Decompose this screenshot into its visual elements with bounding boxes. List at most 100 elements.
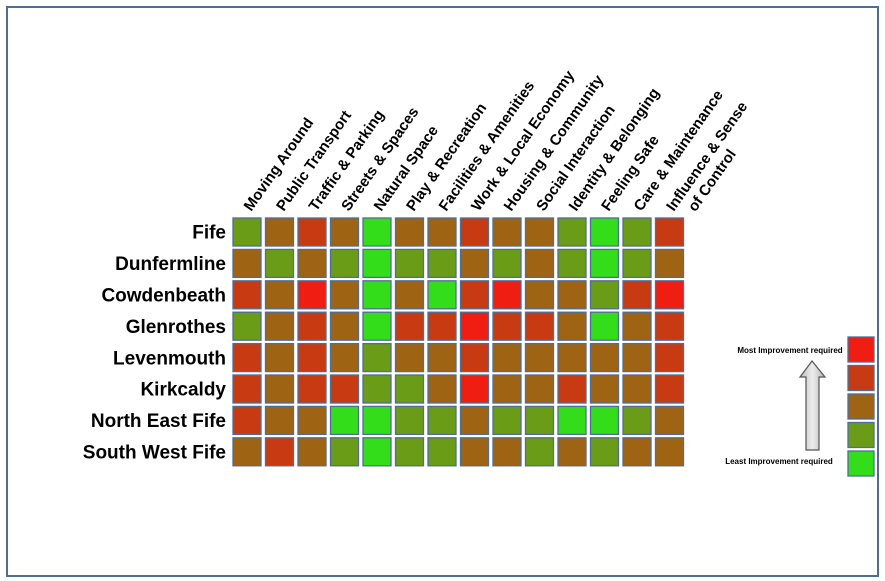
cell-levenmouth-natural-space: [363, 344, 391, 372]
cell-levenmouth-social-interaction: [526, 344, 554, 372]
cell-levenmouth-public-transport: [266, 344, 294, 372]
row-labels: Fife Dunfermline Cowdenbeath Glenrothes Leve…: [83, 223, 227, 464]
cell-cowdenbeath-play-and-recreation: [396, 281, 424, 309]
cell-kirkcaldy-work-and-local-economy: [461, 375, 489, 403]
cell-glenrothes-facilities-and-amenities: [428, 312, 456, 340]
cell-glenrothes-social-interaction: [526, 312, 554, 340]
cell-north-east-fife-natural-space: [363, 406, 391, 434]
cell-kirkcaldy-social-interaction: [526, 375, 554, 403]
cell-fife-social-interaction: [526, 218, 554, 246]
cell-glenrothes-influence-and-sense-of-control: [656, 312, 684, 340]
cell-north-east-fife-traffic-and-parking: [298, 406, 326, 434]
cell-north-east-fife-feeling-safe: [591, 406, 619, 434]
legend-swatches: [848, 337, 874, 476]
legend-swatch-level-4: [848, 366, 874, 391]
cell-cowdenbeath-care-and-maintenance: [623, 281, 651, 309]
cell-levenmouth-feeling-safe: [591, 344, 619, 372]
row-label-fife: Fife: [192, 223, 226, 244]
cell-fife-play-and-recreation: [396, 218, 424, 246]
cell-north-east-fife-care-and-maintenance: [623, 406, 651, 434]
cell-south-west-fife-identity-and-belonging: [558, 438, 586, 466]
cell-dunfermline-natural-space: [363, 249, 391, 277]
cell-cowdenbeath-public-transport: [266, 281, 294, 309]
row-label-levenmouth: Levenmouth: [113, 348, 226, 369]
cell-south-west-fife-natural-space: [363, 438, 391, 466]
cell-cowdenbeath-natural-space: [363, 281, 391, 309]
cell-north-east-fife-work-and-local-economy: [461, 406, 489, 434]
cell-dunfermline-traffic-and-parking: [298, 249, 326, 277]
cell-glenrothes-play-and-recreation: [396, 312, 424, 340]
row-label-glenrothes: Glenrothes: [126, 317, 226, 338]
cell-dunfermline-housing-and-community: [493, 249, 521, 277]
cell-north-east-fife-moving-around: [233, 406, 261, 434]
improvement-arrow-icon: [800, 361, 825, 450]
cell-south-west-fife-housing-and-community: [493, 438, 521, 466]
cell-levenmouth-care-and-maintenance: [623, 344, 651, 372]
cell-kirkcaldy-public-transport: [266, 375, 294, 403]
cell-fife-housing-and-community: [493, 218, 521, 246]
legend: Most Improvement required Least Improvem…: [725, 337, 874, 476]
cell-south-west-fife-public-transport: [266, 438, 294, 466]
cell-kirkcaldy-influence-and-sense-of-control: [656, 375, 684, 403]
cell-north-east-fife-streets-and-spaces: [331, 406, 359, 434]
cell-levenmouth-facilities-and-amenities: [428, 344, 456, 372]
cell-cowdenbeath-influence-and-sense-of-control: [656, 281, 684, 309]
cell-dunfermline-facilities-and-amenities: [428, 249, 456, 277]
cell-glenrothes-feeling-safe: [591, 312, 619, 340]
legend-bottom-label: Least Improvement required: [725, 457, 833, 466]
cell-fife-identity-and-belonging: [558, 218, 586, 246]
cell-glenrothes-care-and-maintenance: [623, 312, 651, 340]
cell-dunfermline-social-interaction: [526, 249, 554, 277]
row-label-cowdenbeath: Cowdenbeath: [101, 286, 226, 307]
cell-north-east-fife-play-and-recreation: [396, 406, 424, 434]
cell-glenrothes-housing-and-community: [493, 312, 521, 340]
cell-cowdenbeath-moving-around: [233, 281, 261, 309]
row-label-kirkcaldy: Kirkcaldy: [140, 380, 226, 401]
cell-glenrothes-natural-space: [363, 312, 391, 340]
cell-south-west-fife-play-and-recreation: [396, 438, 424, 466]
cell-north-east-fife-influence-and-sense-of-control: [656, 406, 684, 434]
cell-south-west-fife-moving-around: [233, 438, 261, 466]
cell-north-east-fife-social-interaction: [526, 406, 554, 434]
row-label-north-east-fife: North East Fife: [91, 411, 226, 432]
cell-kirkcaldy-care-and-maintenance: [623, 375, 651, 403]
cell-glenrothes-moving-around: [233, 312, 261, 340]
cell-glenrothes-public-transport: [266, 312, 294, 340]
cell-glenrothes-streets-and-spaces: [331, 312, 359, 340]
cell-south-west-fife-influence-and-sense-of-control: [656, 438, 684, 466]
heatmap-cells: [233, 218, 684, 466]
cell-dunfermline-work-and-local-economy: [461, 249, 489, 277]
cell-kirkcaldy-traffic-and-parking: [298, 375, 326, 403]
cell-dunfermline-care-and-maintenance: [623, 249, 651, 277]
cell-fife-influence-and-sense-of-control: [656, 218, 684, 246]
cell-south-west-fife-work-and-local-economy: [461, 438, 489, 466]
cell-kirkcaldy-housing-and-community: [493, 375, 521, 403]
cell-levenmouth-traffic-and-parking: [298, 344, 326, 372]
cell-fife-care-and-maintenance: [623, 218, 651, 246]
cell-dunfermline-influence-and-sense-of-control: [656, 249, 684, 277]
cell-cowdenbeath-identity-and-belonging: [558, 281, 586, 309]
cell-fife-public-transport: [266, 218, 294, 246]
cell-dunfermline-streets-and-spaces: [331, 249, 359, 277]
cell-cowdenbeath-feeling-safe: [591, 281, 619, 309]
cell-dunfermline-feeling-safe: [591, 249, 619, 277]
cell-kirkcaldy-facilities-and-amenities: [428, 375, 456, 403]
row-label-dunfermline: Dunfermline: [115, 254, 226, 275]
cell-kirkcaldy-play-and-recreation: [396, 375, 424, 403]
cell-kirkcaldy-moving-around: [233, 375, 261, 403]
cell-kirkcaldy-streets-and-spaces: [331, 375, 359, 403]
cell-levenmouth-moving-around: [233, 344, 261, 372]
cell-levenmouth-play-and-recreation: [396, 344, 424, 372]
legend-swatch-level-2: [848, 423, 874, 448]
cell-kirkcaldy-identity-and-belonging: [558, 375, 586, 403]
cell-south-west-fife-streets-and-spaces: [331, 438, 359, 466]
cell-levenmouth-influence-and-sense-of-control: [656, 344, 684, 372]
cell-south-west-fife-facilities-and-amenities: [428, 438, 456, 466]
cell-kirkcaldy-natural-space: [363, 375, 391, 403]
legend-top-label: Most Improvement required: [737, 346, 842, 355]
cell-cowdenbeath-work-and-local-economy: [461, 281, 489, 309]
cell-dunfermline-identity-and-belonging: [558, 249, 586, 277]
row-label-south-west-fife: South West Fife: [83, 443, 226, 464]
cell-north-east-fife-facilities-and-amenities: [428, 406, 456, 434]
